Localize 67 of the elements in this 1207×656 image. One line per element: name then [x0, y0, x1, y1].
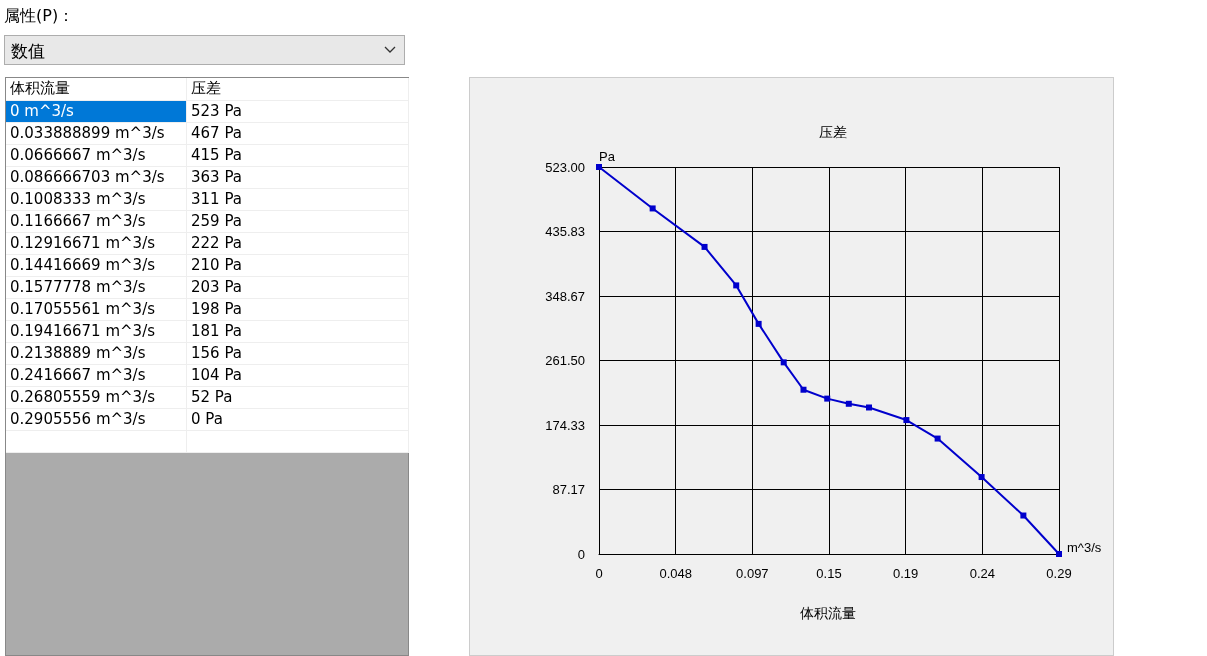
point [755, 320, 762, 327]
point [1056, 551, 1062, 557]
x-axis-title: 体积流量 [800, 605, 856, 621]
x-tick-label: 0.048 [659, 565, 692, 581]
point [780, 359, 787, 366]
text: 0.19416671 m^3/s [6, 320, 187, 342]
text: 0.086666703 m^3/s [6, 166, 187, 188]
text: 156 Pa [186, 342, 409, 364]
text: 压差 [186, 78, 409, 100]
y-tick-label: 523.00 [545, 159, 585, 175]
x-tick-label: 0 [595, 565, 603, 581]
text: 0 Pa [186, 408, 409, 430]
point [596, 164, 602, 170]
text: 222 Pa [186, 232, 409, 254]
text: 104 Pa [186, 364, 409, 386]
x-tick-label: 0.19 [893, 565, 919, 581]
y-tick-label: 87.17 [552, 482, 585, 497]
chart-title: 压差 [819, 124, 847, 140]
x-tick-label: 0.15 [816, 565, 842, 581]
y-tick-label: 261.50 [545, 353, 585, 368]
text: 467 Pa [186, 122, 409, 144]
text: m^3/s [1067, 540, 1102, 555]
text: 0.2138889 m^3/s [6, 342, 187, 364]
point [866, 404, 873, 411]
point [824, 395, 831, 402]
text: 52 Pa [186, 386, 409, 408]
point [845, 400, 852, 407]
point [903, 417, 910, 424]
text: 0.1577778 m^3/s [6, 276, 187, 298]
text: 属性(P)： [4, 6, 75, 27]
point [800, 386, 807, 393]
text: 0.12916671 m^3/s [6, 232, 187, 254]
point [978, 474, 985, 481]
x-tick-label: 0.097 [736, 565, 769, 581]
text: 259 Pa [186, 210, 409, 232]
y-tick-label: 0 [577, 546, 585, 562]
x-tick-label: 0.24 [969, 565, 995, 581]
text: 0.1008333 m^3/s [6, 188, 187, 210]
text: 198 Pa [186, 298, 409, 320]
text: 203 Pa [186, 276, 409, 298]
text: 0.14416669 m^3/s [6, 254, 187, 276]
text: 0.17055561 m^3/s [6, 298, 187, 320]
y-axis-title: Pa [599, 149, 616, 164]
text: 0.2905556 m^3/s [6, 408, 187, 430]
text: 数值 [11, 41, 45, 61]
text: 210 Pa [186, 254, 409, 276]
x-tick-label: 0.29 [1046, 565, 1072, 581]
y-tick-label: 174.33 [545, 417, 585, 433]
point [1020, 512, 1027, 519]
y-tick-label: 435.83 [545, 224, 585, 239]
y-tick-label: 348.67 [545, 288, 585, 304]
text: 体积流量 [6, 78, 187, 100]
text: 0 m^3/s [6, 100, 187, 122]
point [701, 243, 708, 250]
text: 0.1166667 m^3/s [6, 210, 187, 232]
point [733, 282, 740, 289]
text: 415 Pa [186, 144, 409, 166]
point [934, 435, 941, 442]
text: 181 Pa [186, 320, 409, 342]
point [649, 205, 656, 212]
text: 0.26805559 m^3/s [6, 386, 187, 408]
text: 523 Pa [186, 100, 409, 122]
text: 363 Pa [186, 166, 409, 188]
text: 311 Pa [186, 188, 409, 210]
text: 0.2416667 m^3/s [6, 364, 187, 386]
text: 0.033888899 m^3/s [6, 122, 187, 144]
text: 0.0666667 m^3/s [6, 144, 187, 166]
